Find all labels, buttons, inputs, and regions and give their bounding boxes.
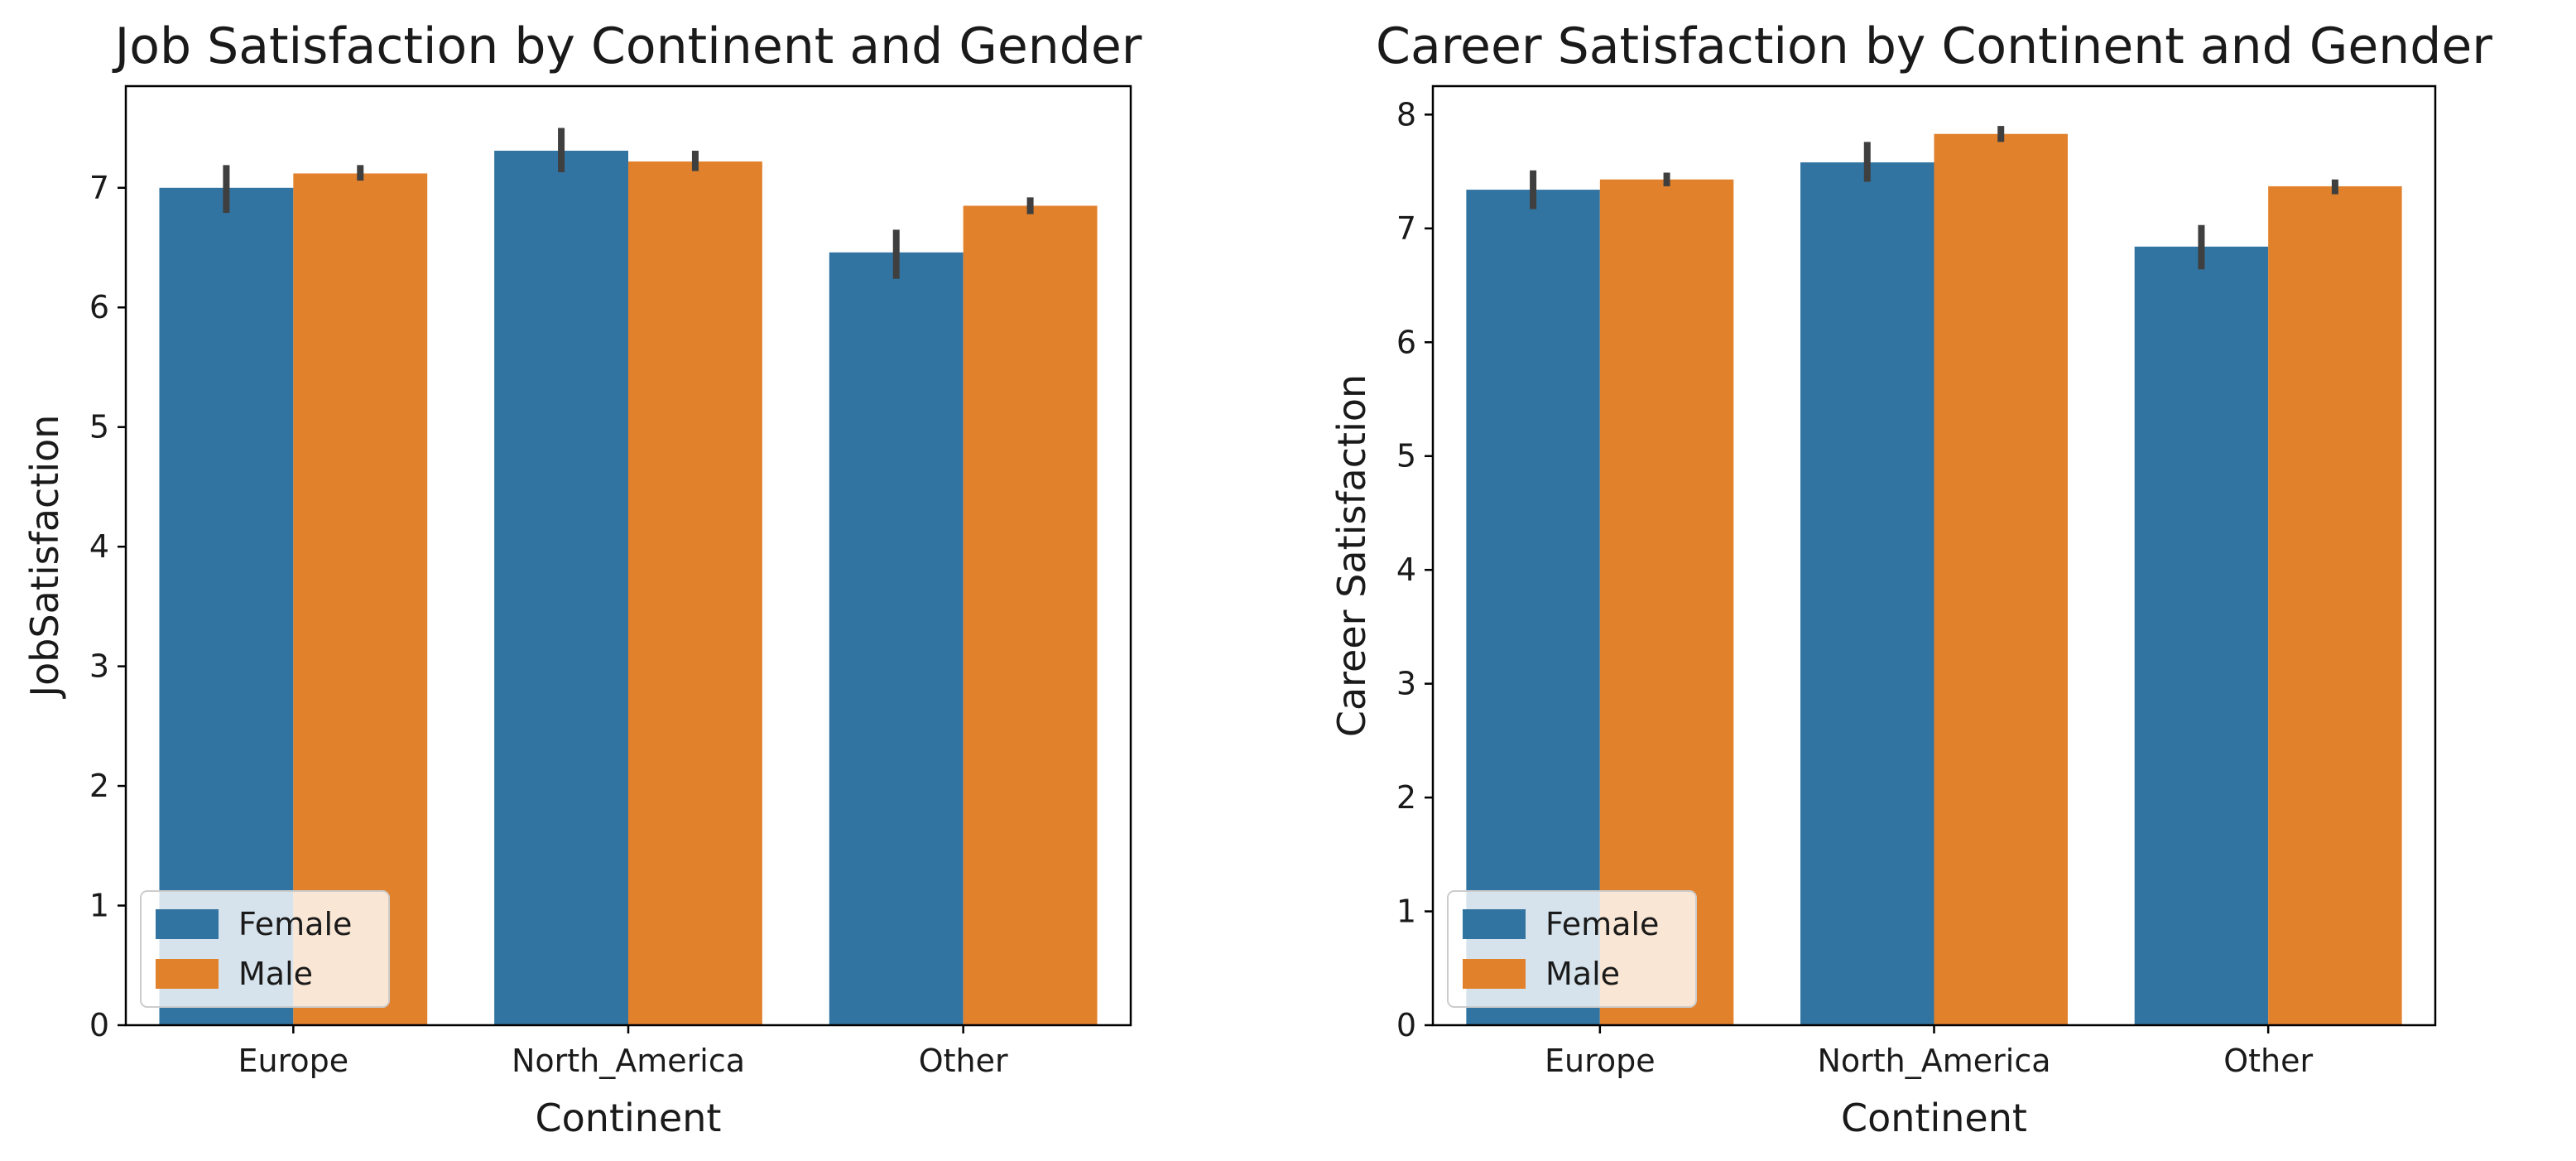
bar-female-europe xyxy=(159,187,294,1026)
y-tick-label: 8 xyxy=(1396,96,1416,132)
x-tick-label: Other xyxy=(2223,1043,2313,1079)
y-tick-label: 2 xyxy=(89,768,109,804)
y-tick-label: 1 xyxy=(1396,894,1416,930)
y-tick-label: 0 xyxy=(1396,1007,1416,1043)
y-tick-label: 4 xyxy=(1396,552,1416,588)
y-axis-label: JobSatisfaction xyxy=(22,415,67,700)
bar-male-europe xyxy=(293,173,428,1025)
bar-male-other xyxy=(963,205,1098,1025)
y-tick-label: 6 xyxy=(89,289,109,325)
x-tick-label: North_America xyxy=(512,1043,745,1079)
x-tick-label: North_America xyxy=(1817,1043,2050,1079)
y-tick-label: 0 xyxy=(89,1007,109,1043)
y-tick-label: 2 xyxy=(1396,779,1416,816)
chart-title: Career Satisfaction by Continent and Gen… xyxy=(1376,17,2492,75)
bar-female-other xyxy=(829,252,964,1025)
legend-swatch-male xyxy=(156,959,219,989)
y-tick-label: 1 xyxy=(89,888,109,924)
bar-male-north_america xyxy=(1934,133,2068,1025)
y-tick-label: 3 xyxy=(1396,666,1416,702)
bar-female-north_america xyxy=(494,151,628,1025)
y-tick-label: 5 xyxy=(89,409,109,446)
x-axis-label: Continent xyxy=(1841,1096,2027,1140)
y-tick-label: 4 xyxy=(89,528,109,565)
x-axis-label: Continent xyxy=(536,1096,722,1140)
legend: Female Male xyxy=(1447,890,1697,1008)
x-tick-label: Europe xyxy=(238,1043,349,1079)
bar-male-europe xyxy=(1599,179,1734,1026)
legend: Female Male xyxy=(140,890,390,1008)
bar-female-other xyxy=(2134,246,2269,1025)
bar-male-north_america xyxy=(628,161,762,1025)
x-tick-label: Other xyxy=(919,1043,1008,1079)
charts-container: 0 1 2 3 4 5 6 7 Europe North_America Other Job Sati… xyxy=(22,17,2492,1140)
y-tick-label: 6 xyxy=(1396,324,1416,360)
legend-label-male: Male xyxy=(238,956,313,992)
chart-title: Job Satisfaction by Continent and Gender xyxy=(112,17,1142,75)
x-tick-label: Europe xyxy=(1545,1043,1656,1079)
legend-label-male: Male xyxy=(1545,956,1620,992)
chart-1: 0 1 2 3 4 5 6 7 Europe North_America Other Job Sati… xyxy=(22,17,1142,1140)
y-tick-label: 3 xyxy=(89,648,109,685)
y-tick-label: 5 xyxy=(1396,438,1416,475)
bar-female-north_america xyxy=(1800,162,1934,1026)
bar-male-other xyxy=(2268,185,2402,1025)
legend-label-female: Female xyxy=(238,906,352,942)
legend-swatch-female xyxy=(156,909,219,939)
legend-swatch-male xyxy=(1463,959,1526,989)
y-axis-label: Career Satisfaction xyxy=(1329,374,1374,737)
chart-2: 0 1 2 3 4 5 6 7 8 Europe North_America Other Career … xyxy=(1329,17,2492,1140)
y-tick-label: 7 xyxy=(1396,210,1416,247)
legend-swatch-female xyxy=(1463,909,1526,939)
bar-female-europe xyxy=(1466,190,1600,1026)
y-tick-label: 7 xyxy=(89,170,109,206)
legend-label-female: Female xyxy=(1545,906,1659,942)
